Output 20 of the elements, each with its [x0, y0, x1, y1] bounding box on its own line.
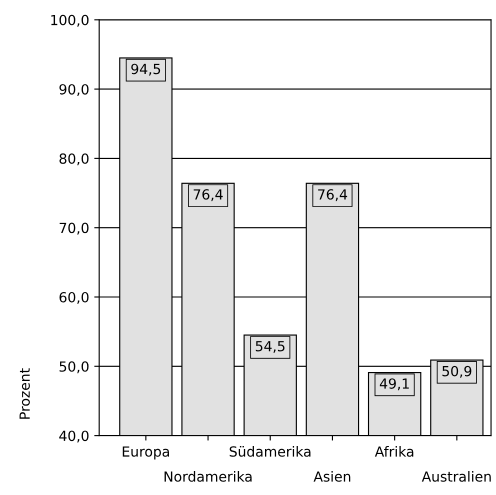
- y-tick-label: 100,0: [51, 14, 89, 27]
- data-label: 54,5: [256, 341, 284, 353]
- y-tick-label: 50,0: [60, 361, 89, 374]
- x-tick-label: Australien: [422, 471, 491, 482]
- x-tick-label: Europa: [122, 446, 169, 460]
- y-tick-label: 80,0: [59, 153, 89, 166]
- data-label: 94,5: [131, 64, 160, 76]
- y-tick-label: 60,0: [60, 292, 89, 304]
- data-label: 76,4: [194, 189, 223, 202]
- y-axis-title: Prozent: [20, 368, 30, 419]
- y-tick-label: 70,0: [60, 222, 89, 235]
- data-label: 50,9: [442, 366, 472, 378]
- x-tick-label: Afrika: [374, 446, 414, 457]
- x-tick-label: Asien: [314, 471, 350, 482]
- x-tick-label: Südamerika: [230, 446, 310, 457]
- x-tick-label: Nordamerika: [164, 471, 252, 482]
- y-tick-label: 40,0: [59, 430, 89, 442]
- data-label: 49,1: [380, 378, 409, 390]
- y-tick-label: 90,0: [59, 84, 89, 96]
- data-label: 76,4: [318, 189, 348, 202]
